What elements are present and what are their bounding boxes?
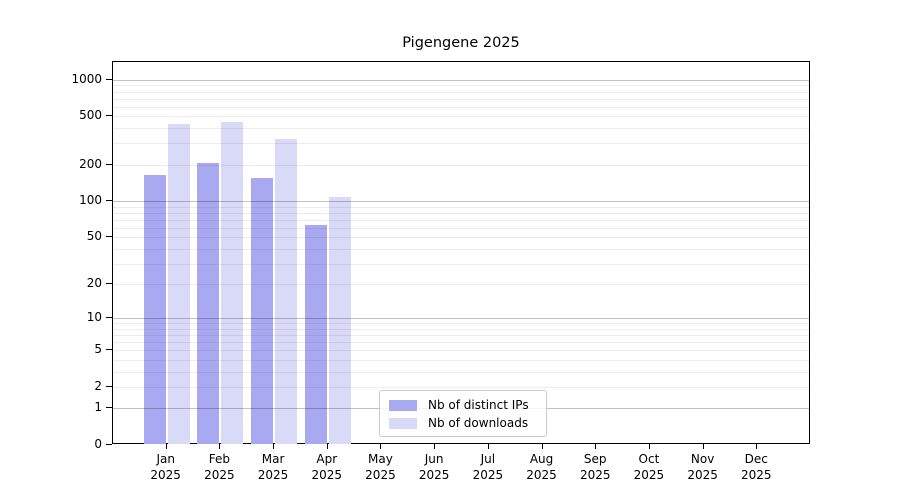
y-tick-mark [106, 236, 112, 238]
legend-label-downloads: Nb of downloads [428, 416, 529, 430]
y-tick-label: 0 [94, 437, 102, 451]
x-tick-mark [595, 444, 597, 449]
x-tick-label: May 2025 [365, 452, 396, 482]
legend: Nb of distinct IPs Nb of downloads [379, 390, 547, 437]
bar [275, 138, 298, 444]
y-tick-label: 1000 [71, 71, 102, 86]
x-tick-label: Aug 2025 [526, 452, 557, 482]
bar [251, 178, 274, 444]
x-tick-label: Oct 2025 [633, 452, 665, 482]
major-gridline [113, 318, 809, 320]
y-tick-mark [106, 349, 112, 351]
y-tick-label: 2 [94, 378, 102, 393]
x-tick-label: Jul 2025 [472, 452, 504, 482]
major-gridline [113, 201, 809, 203]
legend-label-distinct-ips: Nb of distinct IPs [428, 398, 529, 412]
x-tick-mark [273, 444, 275, 449]
minor-gridline [113, 335, 809, 337]
major-gridline [113, 79, 809, 81]
minor-gridline [113, 237, 809, 239]
y-tick-label: 50 [86, 229, 102, 244]
legend-item-distinct-ips: Nb of distinct IPs [389, 397, 538, 413]
minor-gridline [113, 164, 809, 166]
x-tick-label: Jun 2025 [418, 452, 450, 482]
minor-gridline [113, 284, 809, 286]
x-tick-label: Jan 2025 [150, 452, 181, 482]
y-tick-label: 20 [86, 276, 102, 291]
x-tick-mark [648, 444, 650, 449]
minor-gridline [113, 91, 809, 93]
y-tick-mark [106, 407, 112, 409]
minor-gridline [113, 328, 809, 330]
x-tick-mark [326, 444, 328, 449]
minor-gridline [113, 350, 809, 352]
y-tick-mark [106, 283, 112, 285]
legend-swatch-downloads [389, 417, 417, 429]
minor-gridline [113, 342, 809, 344]
plot-area: Nb of distinct IPs Nb of downloads [112, 61, 810, 444]
minor-gridline [113, 85, 809, 87]
minor-gridline [113, 227, 809, 229]
x-tick-label: Mar 2025 [257, 452, 289, 482]
y-tick-mark [106, 115, 112, 117]
x-tick-mark [756, 444, 758, 449]
minor-gridline [113, 359, 809, 361]
y-tick-label: 100 [79, 193, 102, 208]
x-tick-label: Apr 2025 [311, 452, 343, 482]
y-tick-label: 200 [79, 156, 102, 171]
minor-gridline [113, 219, 809, 221]
minor-gridline [113, 212, 809, 214]
minor-gridline [113, 106, 809, 108]
y-tick-mark [106, 163, 112, 165]
y-tick-mark [106, 317, 112, 319]
bar [304, 225, 327, 444]
y-tick-label: 1 [94, 400, 102, 415]
y-tick-label: 10 [86, 310, 102, 325]
bar [143, 174, 166, 444]
y-tick-mark [106, 444, 112, 445]
minor-gridline [113, 371, 809, 373]
minor-gridline [113, 206, 809, 208]
x-tick-label: Nov 2025 [687, 452, 718, 482]
minor-gridline [113, 323, 809, 325]
minor-gridline [113, 98, 809, 100]
bar [197, 163, 220, 444]
legend-swatch-distinct-ips [389, 399, 417, 411]
y-tick-mark [106, 78, 112, 80]
y-tick-label: 500 [79, 108, 102, 123]
y-tick-mark [106, 200, 112, 202]
x-tick-label: Sep 2025 [579, 452, 611, 482]
x-tick-mark [165, 444, 167, 449]
legend-item-downloads: Nb of downloads [389, 415, 538, 431]
bar [167, 123, 190, 444]
minor-gridline [113, 248, 809, 250]
minor-gridline [113, 386, 809, 388]
minor-gridline [113, 116, 809, 118]
x-tick-label: Feb 2025 [204, 452, 235, 482]
x-tick-mark [434, 444, 436, 449]
x-tick-mark [702, 444, 704, 449]
x-tick-mark [487, 444, 489, 449]
x-tick-label: Dec 2025 [741, 452, 772, 482]
y-tick-mark [106, 385, 112, 387]
minor-gridline [113, 128, 809, 130]
x-tick-mark [219, 444, 221, 449]
minor-gridline [113, 263, 809, 265]
chart-title: Pigengene 2025 [402, 35, 520, 51]
bar [328, 197, 351, 444]
x-tick-mark [541, 444, 543, 449]
y-tick-label: 5 [94, 342, 102, 357]
x-tick-mark [380, 444, 382, 449]
bar [221, 121, 244, 444]
minor-gridline [113, 143, 809, 145]
